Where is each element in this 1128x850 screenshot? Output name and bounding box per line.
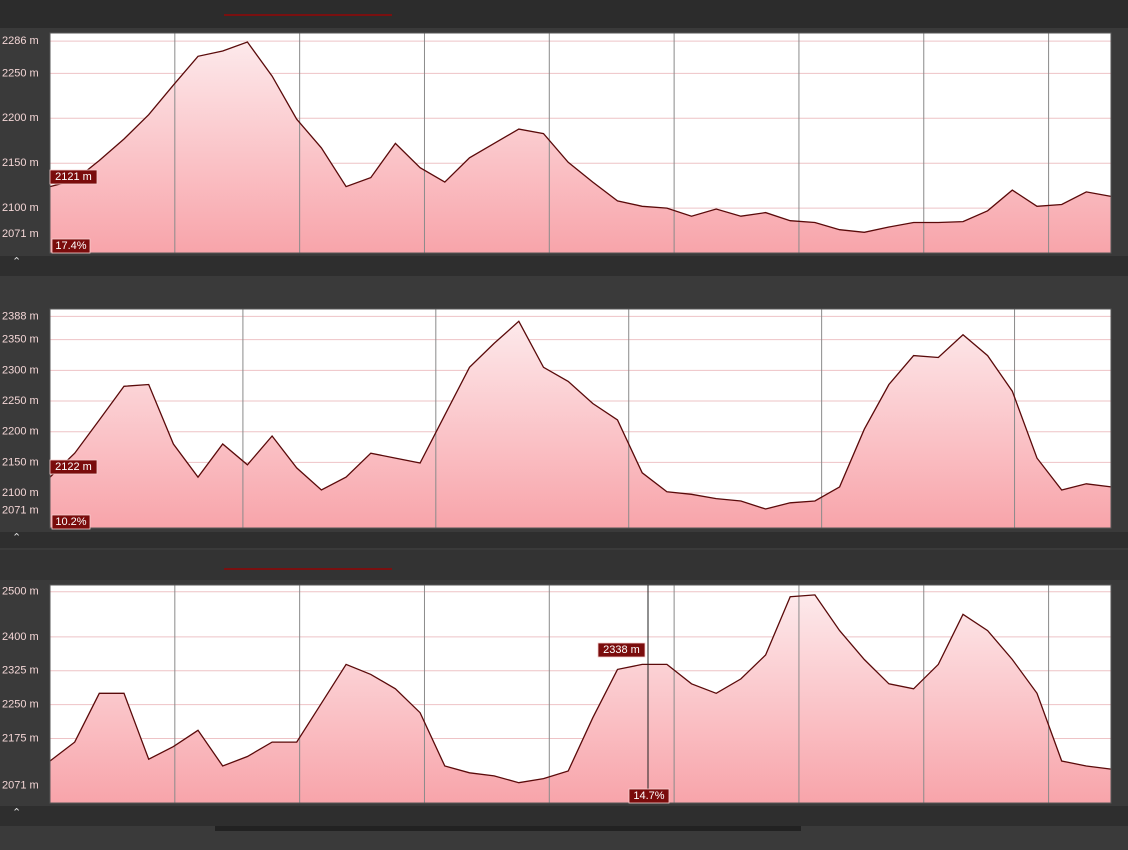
readout-label: 2338 m (603, 644, 640, 656)
y-tick-label: 2400 m (2, 631, 39, 643)
y-tick-label: 2350 m (2, 334, 39, 346)
plot-border (49, 308, 1112, 529)
readout-box (51, 514, 91, 530)
panel-footer (0, 256, 1128, 276)
elevation-line (49, 594, 1112, 784)
elevation-line (49, 320, 1112, 510)
y-tick-label: 2071 m (2, 779, 39, 791)
top-bar (0, 0, 1128, 28)
readout-box (51, 238, 91, 254)
y-tick-label: 2286 m (2, 35, 39, 47)
y-tick-label: 2175 m (2, 732, 39, 744)
readout-box (628, 788, 670, 804)
readout-label: 2122 m (55, 461, 92, 473)
readout-box (597, 642, 646, 658)
y-tick-label: 2250 m (2, 67, 39, 79)
y-tick-label: 2250 m (2, 395, 39, 407)
elevation-area (50, 594, 1111, 803)
elevation-area (50, 42, 1111, 253)
collapse-button[interactable]: ⌃ (12, 532, 21, 544)
plot-border (49, 32, 1112, 254)
y-tick-label: 2100 m (2, 202, 39, 214)
y-tick-label: 2250 m (2, 699, 39, 711)
panel-footer (0, 806, 1128, 826)
collapse-button[interactable]: ⌃ (12, 256, 21, 268)
readout-box (49, 459, 98, 475)
y-tick-label: 2325 m (2, 665, 39, 677)
y-tick-label: 2100 m (2, 487, 39, 499)
elevation-line (49, 41, 1112, 233)
scrollbar (215, 826, 801, 831)
readout-label: 2121 m (55, 171, 92, 183)
y-tick-label: 2200 m (2, 112, 39, 124)
y-tick-label: 2071 m (2, 505, 39, 517)
plot-border (49, 584, 1112, 804)
collapse-button[interactable]: ⌃ (12, 807, 21, 819)
readout-label: 17.4% (55, 240, 86, 252)
elevation-area (50, 321, 1111, 528)
y-tick-label: 2150 m (2, 456, 39, 468)
y-tick-label: 2150 m (2, 157, 39, 169)
y-tick-label: 2500 m (2, 586, 39, 598)
readout-label: 10.2% (55, 516, 86, 528)
y-tick-label: 2071 m (2, 228, 39, 240)
readout-label: 14.7% (633, 790, 664, 802)
tab-indicator (224, 14, 392, 16)
y-tick-label: 2388 m (2, 310, 39, 322)
panel-header (0, 550, 1128, 580)
readout-box (49, 169, 98, 185)
panel-footer (0, 532, 1128, 548)
tab-indicator (224, 568, 392, 570)
y-tick-label: 2300 m (2, 364, 39, 376)
y-tick-label: 2200 m (2, 426, 39, 438)
